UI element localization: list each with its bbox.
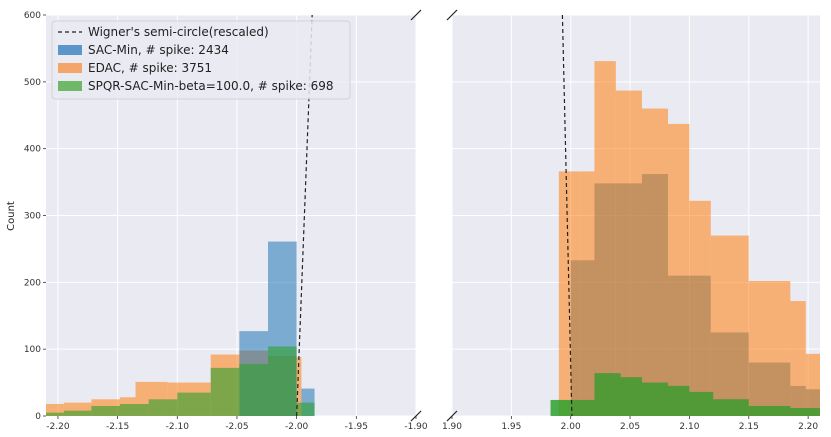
bar-2ca02c-left [91,405,120,416]
bar-green-top-right [790,407,820,416]
legend-label: EDAC, # spike: 3751 [88,61,212,75]
legend-box [51,20,351,100]
x-tick-label: 2.00 [561,422,581,432]
bar-2ca02c-left [239,363,268,416]
axis-break-mark [410,410,422,422]
x-tick-label: -2.15 [106,422,129,432]
y-tick-label: 500 [24,78,41,88]
wigner-reference-line-right [561,14,573,417]
legend-label: Wigner's semi-circle(rescaled) [88,25,269,39]
bar-green-top-right [594,373,621,416]
bar-2ca02c-left [268,346,297,416]
y-tick-label: 200 [24,278,41,288]
x-tick-label: -2.20 [46,422,70,432]
bar-green-top-right [748,405,791,416]
x-tick-label: 2.05 [620,422,640,432]
bar-2ca02c-left [177,392,211,416]
legend-color-swatch [58,45,82,55]
bar-2ca02c-left [296,402,315,416]
x-tick-label: 2.20 [798,422,818,432]
bar-ff7f0e-right [558,171,571,416]
x-tick-label: -2.05 [225,422,248,432]
x-tick-label: 2.15 [739,422,759,432]
axis-break-mark [446,9,458,21]
overlap-bar-right [689,275,711,416]
y-tick-label: 100 [24,345,41,355]
overlap-bar-right [570,260,581,416]
bar-green-top-right [550,399,563,416]
bar-ff7f0e-left [296,357,302,416]
overlap-bar-right [668,275,690,416]
bar-green-top-right [713,399,749,416]
y-tick-label: 0 [35,412,41,422]
overlap-bar-right [580,260,595,416]
x-tick-label: -1.90 [404,422,428,432]
axis-break-mark [410,9,422,21]
bar-green-top-right [620,377,642,416]
bar-green-top-right [580,399,595,416]
bar-2ca02c-left [46,412,64,416]
wigner-reference-line-left [296,14,313,417]
bar-2ca02c-left [148,399,178,416]
y-tick-label: 300 [24,212,41,222]
y-axis-label: Count [6,201,17,231]
y-tick-label: 600 [24,11,41,21]
legend-label: SAC-Min, # spike: 2434 [88,43,229,57]
x-tick-label: 1.95 [501,422,521,432]
bar-2ca02c-left [63,410,92,416]
bar-green-top-right [689,391,714,416]
axis-break-mark [446,410,458,422]
y-tick-label: 400 [24,145,41,155]
legend-color-swatch [58,81,82,91]
overlap-bar-right [641,174,669,416]
legend-color-swatch [58,63,82,73]
bar-2ca02c-left [210,367,240,416]
legend-label: SPQR-SAC-Min-beta=100.0, # spike: 698 [88,79,333,93]
x-tick-label: -2.10 [166,422,190,432]
x-tick-label: -1.95 [345,422,368,432]
bar-green-top-right [668,385,690,416]
bar-green-top-right [641,382,669,416]
bar-2ca02c-left [120,403,149,416]
x-tick-label: 2.10 [679,422,699,432]
x-tick-label: 1.90 [442,422,462,432]
overlap-bar-right [594,183,616,416]
x-tick-label: -2.00 [285,422,309,432]
